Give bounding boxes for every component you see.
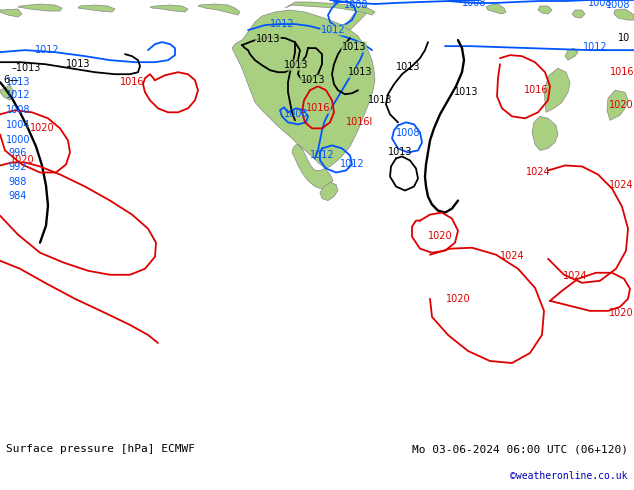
Text: 1024: 1024: [500, 251, 524, 261]
Text: 1013: 1013: [66, 59, 90, 69]
Text: 1004: 1004: [6, 121, 30, 130]
Text: 10: 10: [618, 33, 630, 43]
Polygon shape: [150, 5, 188, 12]
Polygon shape: [532, 116, 558, 150]
Polygon shape: [78, 5, 115, 12]
Text: 1020: 1020: [30, 123, 55, 133]
Text: 1012: 1012: [321, 25, 346, 35]
Polygon shape: [614, 9, 634, 20]
Text: 1008: 1008: [344, 0, 368, 10]
Text: 1013: 1013: [454, 87, 478, 97]
Polygon shape: [544, 68, 570, 112]
Polygon shape: [607, 90, 628, 121]
Text: 1013: 1013: [348, 67, 372, 77]
Text: 988: 988: [9, 176, 27, 187]
Text: 1013: 1013: [256, 34, 280, 44]
Text: 1008: 1008: [284, 109, 308, 120]
Polygon shape: [285, 2, 375, 15]
Text: 1012: 1012: [269, 19, 294, 29]
Polygon shape: [18, 4, 62, 11]
Text: Surface pressure [hPa] ECMWF: Surface pressure [hPa] ECMWF: [6, 444, 195, 454]
Polygon shape: [572, 10, 585, 18]
Text: 1008: 1008: [605, 0, 630, 10]
Text: 1012: 1012: [309, 150, 334, 160]
Polygon shape: [565, 48, 578, 60]
Text: 1012: 1012: [6, 90, 30, 100]
Text: 1020: 1020: [609, 100, 634, 110]
Text: 1024: 1024: [609, 179, 634, 190]
Text: 1013: 1013: [396, 62, 420, 72]
Text: 1016: 1016: [306, 103, 330, 113]
Text: ©weatheronline.co.uk: ©weatheronline.co.uk: [510, 471, 628, 481]
Polygon shape: [486, 4, 506, 14]
Text: 1016l: 1016l: [346, 117, 373, 127]
Text: 6—: 6—: [3, 75, 19, 85]
Text: 1008: 1008: [396, 128, 420, 138]
Text: 1000: 1000: [6, 135, 30, 146]
Text: 996: 996: [9, 148, 27, 158]
Text: 1013: 1013: [301, 75, 325, 85]
Polygon shape: [538, 6, 552, 14]
Polygon shape: [0, 9, 22, 17]
Text: 1013: 1013: [284, 60, 308, 70]
Text: –1013: –1013: [12, 63, 41, 73]
Text: 992: 992: [9, 163, 27, 172]
Text: 1020: 1020: [609, 308, 634, 318]
Text: 1016: 1016: [524, 85, 548, 95]
Text: 1024: 1024: [526, 168, 550, 177]
Text: 1024: 1024: [563, 271, 587, 281]
Polygon shape: [320, 182, 338, 200]
Text: Mo 03-06-2024 06:00 UTC (06+120): Mo 03-06-2024 06:00 UTC (06+120): [412, 444, 628, 454]
Text: 1012: 1012: [340, 159, 365, 170]
Text: 1020: 1020: [446, 294, 470, 304]
Polygon shape: [345, 5, 368, 30]
Text: 984: 984: [9, 191, 27, 200]
Text: 1008: 1008: [462, 0, 486, 8]
Text: 1013: 1013: [388, 147, 412, 157]
Text: 1013: 1013: [6, 77, 30, 87]
Text: 1016: 1016: [120, 77, 145, 87]
Text: 1013: 1013: [368, 95, 392, 105]
Text: 1012: 1012: [35, 45, 60, 55]
Text: 1016: 1016: [609, 67, 634, 77]
Polygon shape: [198, 4, 240, 15]
Polygon shape: [0, 85, 14, 100]
Polygon shape: [232, 10, 375, 189]
Text: 1012: 1012: [583, 42, 607, 52]
Text: 1008: 1008: [588, 0, 612, 8]
Text: 1020: 1020: [428, 231, 452, 241]
Text: 1008: 1008: [6, 105, 30, 115]
Text: 1020: 1020: [10, 155, 34, 166]
Text: 1013: 1013: [342, 42, 366, 52]
